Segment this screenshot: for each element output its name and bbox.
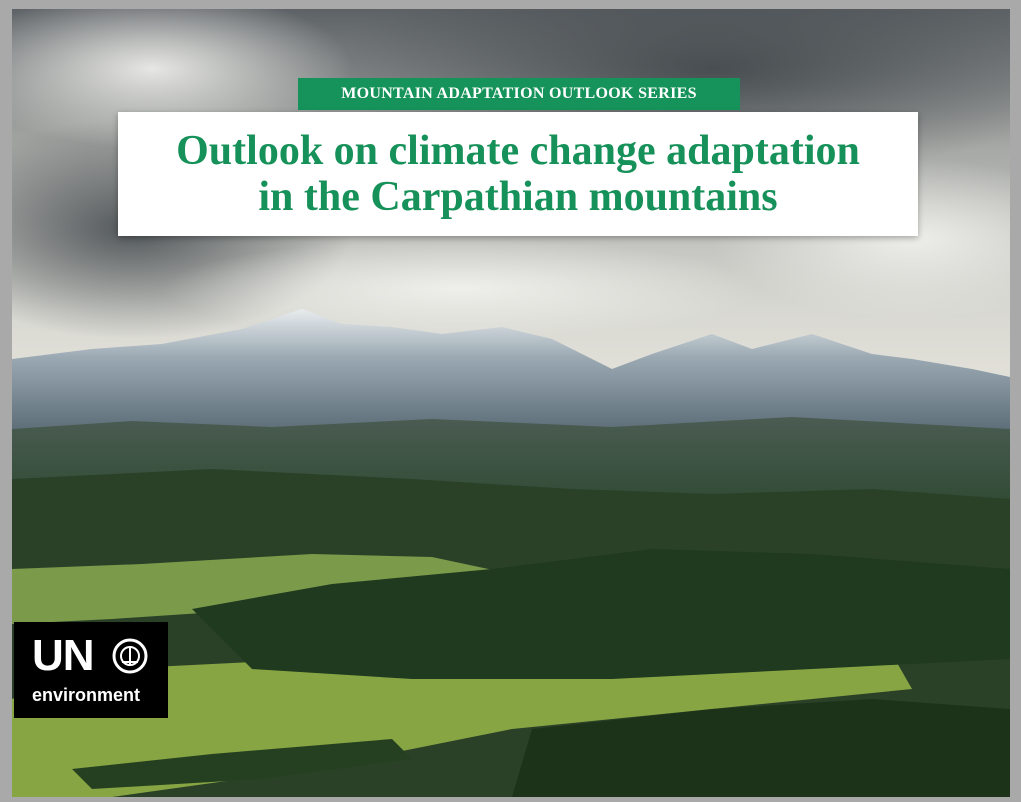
title-line: Outlook on climate change adaptation <box>176 128 860 174</box>
series-label: MOUNTAIN ADAPTATION OUTLOOK SERIES <box>298 78 740 110</box>
title-line: in the Carpathian mountains <box>258 174 778 220</box>
title-box: Outlook on climate change adaptation in … <box>118 112 918 236</box>
logo: UN environment <box>14 622 168 718</box>
logo-bottom: environment <box>32 685 141 705</box>
logo-emblem <box>112 638 148 674</box>
logo-top: UN <box>32 631 95 680</box>
